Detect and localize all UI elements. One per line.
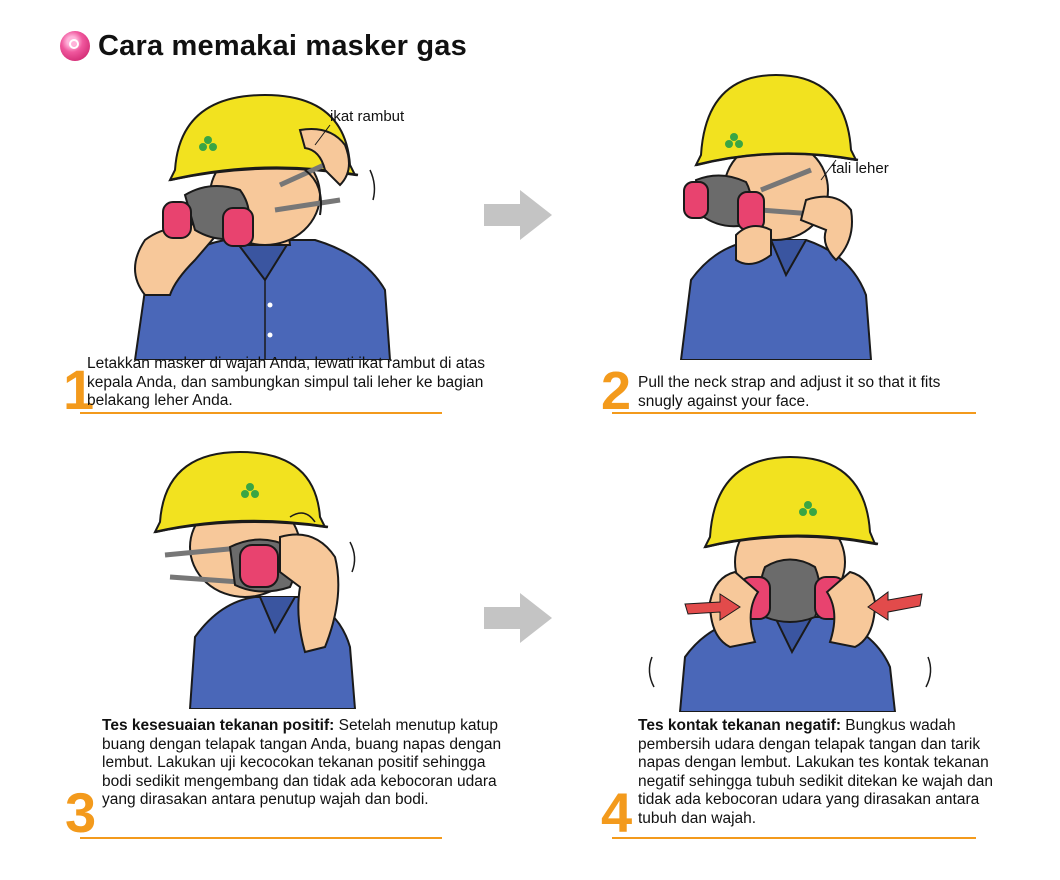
step-4-caption-text: Bungkus wadah pembersih udara dengan tel… [638,717,994,827]
step-2-caption: Pull the neck strap and adjust it so tha… [638,374,941,410]
step-2-number: 2 [601,361,632,421]
next-arrow-icon [484,593,552,643]
step-1-illustration [133,93,392,360]
step-1-number: 1 [63,358,95,421]
step-2-illustration [679,73,873,360]
step-2-underline [612,412,976,414]
step-3-caption-text: Setelah menutup katup buang dengan telap… [102,717,502,808]
title-row: Cara memakai masker gas [60,26,467,66]
step-4-caption: Tes kontak tekanan negatif: Bungkus wada… [638,717,1018,828]
next-arrow-icon [484,190,552,240]
step-3-illustration [153,450,357,709]
step-3-underline [80,837,442,839]
step-1-callout: ikat rambut [330,108,405,125]
step-4-number: 4 [601,781,633,844]
step-3-number: 3 [65,781,97,844]
bullet-icon [60,31,90,61]
step-4-underline [612,837,976,839]
step-1-caption: Letakkan masker di wajah Anda, lewati ik… [87,355,486,409]
page-title: Cara memakai masker gas [98,29,467,62]
step-3-caption: Tes kesesuaian tekanan positif: Setelah … [102,717,512,810]
step-4-caption-bold: Tes kontak tekanan negatif: [638,717,841,734]
step-3-caption-bold: Tes kesesuaian tekanan positif: [102,717,335,734]
step-1-underline [80,412,442,414]
step-2-callout: tali leher [832,160,889,177]
step-4-illustration [648,455,932,712]
